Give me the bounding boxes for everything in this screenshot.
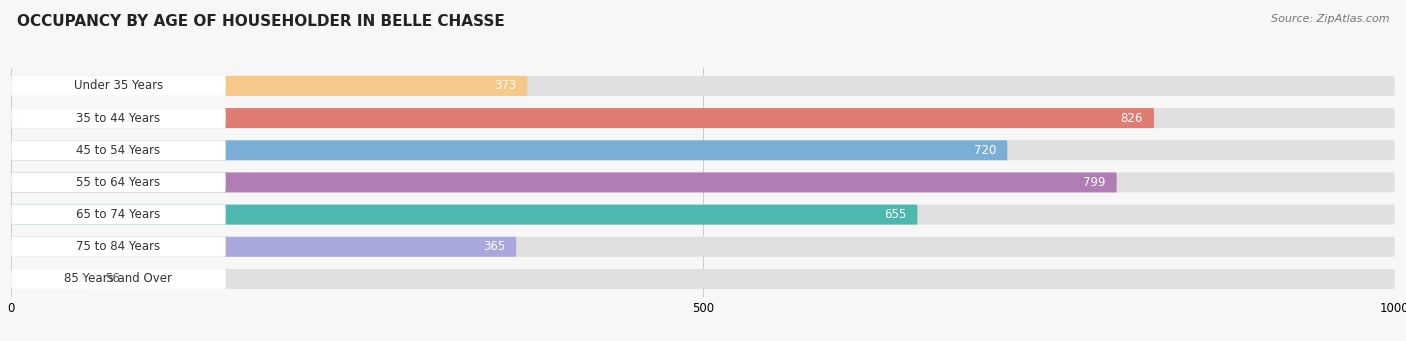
FancyBboxPatch shape [11, 205, 1395, 225]
FancyBboxPatch shape [11, 108, 226, 128]
Text: 655: 655 [884, 208, 907, 221]
Text: 373: 373 [494, 79, 516, 92]
FancyBboxPatch shape [11, 173, 1116, 192]
FancyBboxPatch shape [11, 140, 1395, 160]
Text: 35 to 44 Years: 35 to 44 Years [76, 112, 160, 124]
FancyBboxPatch shape [11, 76, 527, 96]
Text: 720: 720 [974, 144, 997, 157]
FancyBboxPatch shape [11, 173, 1395, 192]
FancyBboxPatch shape [11, 269, 89, 289]
Text: 799: 799 [1083, 176, 1105, 189]
Text: 85 Years and Over: 85 Years and Over [65, 272, 173, 285]
FancyBboxPatch shape [11, 237, 516, 257]
FancyBboxPatch shape [11, 205, 918, 225]
Text: 75 to 84 Years: 75 to 84 Years [76, 240, 160, 253]
Text: OCCUPANCY BY AGE OF HOUSEHOLDER IN BELLE CHASSE: OCCUPANCY BY AGE OF HOUSEHOLDER IN BELLE… [17, 14, 505, 29]
FancyBboxPatch shape [11, 205, 226, 225]
FancyBboxPatch shape [11, 108, 1154, 128]
Text: Source: ZipAtlas.com: Source: ZipAtlas.com [1271, 14, 1389, 24]
Text: 65 to 74 Years: 65 to 74 Years [76, 208, 160, 221]
FancyBboxPatch shape [11, 140, 226, 160]
FancyBboxPatch shape [11, 269, 226, 289]
FancyBboxPatch shape [11, 237, 226, 257]
Text: 55 to 64 Years: 55 to 64 Years [76, 176, 160, 189]
Text: 365: 365 [482, 240, 505, 253]
FancyBboxPatch shape [11, 108, 1395, 128]
Text: 826: 826 [1121, 112, 1143, 124]
FancyBboxPatch shape [11, 269, 1395, 289]
FancyBboxPatch shape [11, 76, 1395, 96]
FancyBboxPatch shape [11, 173, 226, 192]
Text: Under 35 Years: Under 35 Years [75, 79, 163, 92]
Text: 45 to 54 Years: 45 to 54 Years [76, 144, 160, 157]
FancyBboxPatch shape [11, 237, 1395, 257]
FancyBboxPatch shape [11, 76, 226, 96]
Text: 56: 56 [105, 272, 120, 285]
FancyBboxPatch shape [11, 140, 1007, 160]
